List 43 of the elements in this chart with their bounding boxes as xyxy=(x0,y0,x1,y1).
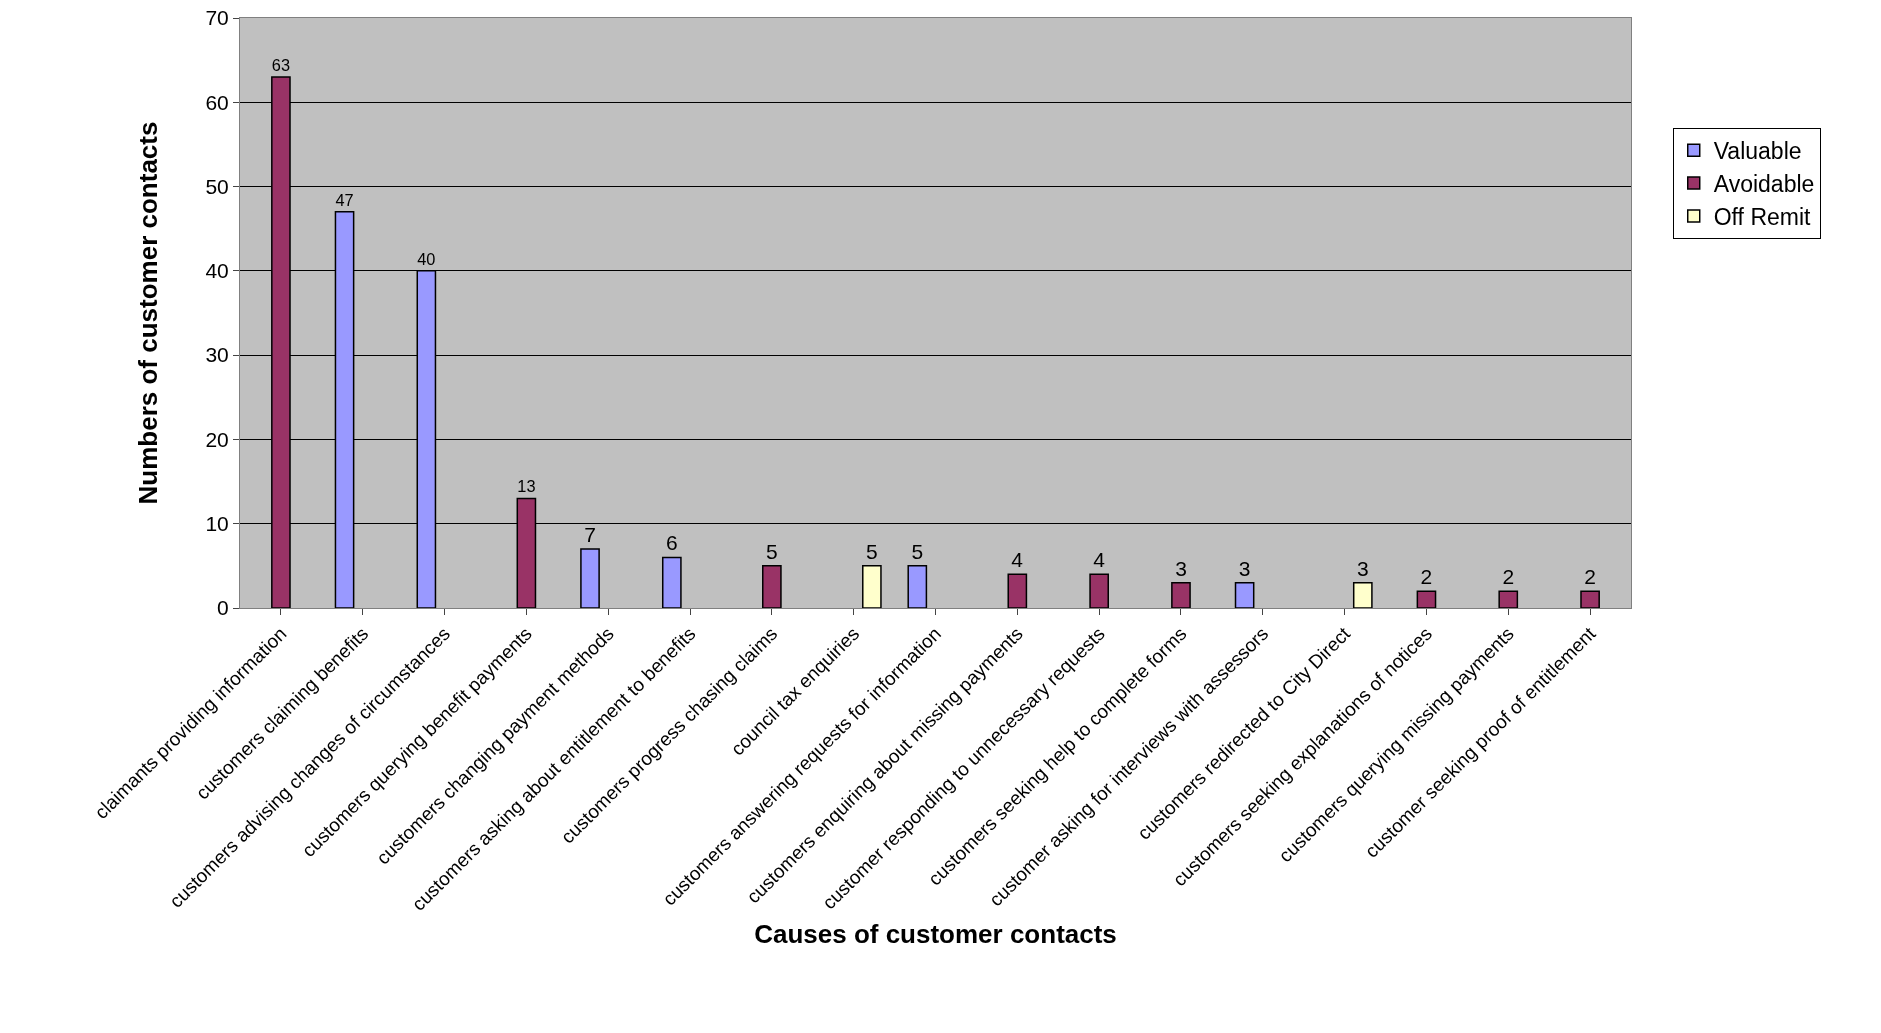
data-label: 3 xyxy=(1175,556,1187,580)
legend-label: Avoidable xyxy=(1713,171,1815,198)
bar xyxy=(1580,590,1600,608)
bar xyxy=(1352,581,1373,608)
y-tick-label: 30 xyxy=(205,343,229,367)
data-label: 5 xyxy=(766,539,778,563)
bar xyxy=(907,565,928,608)
data-label: 63 xyxy=(271,55,291,74)
y-tick-label: 60 xyxy=(205,90,229,114)
data-label: 2 xyxy=(1584,565,1596,589)
bar xyxy=(580,548,600,608)
bar xyxy=(1171,581,1191,608)
bar xyxy=(1089,573,1109,608)
y-tick-label: 10 xyxy=(205,512,229,536)
data-label: 6 xyxy=(665,531,678,555)
y-tick-label: 40 xyxy=(205,259,229,283)
data-label: 47 xyxy=(335,190,354,209)
x-axis-title: Causes of customer contacts xyxy=(754,918,1117,949)
data-label: 7 xyxy=(584,523,596,546)
data-label: 5 xyxy=(866,539,878,563)
data-label: 4 xyxy=(1093,548,1106,572)
y-tick-label: 0 xyxy=(217,596,229,620)
bar xyxy=(1007,573,1028,608)
bar xyxy=(661,556,682,608)
y-tick-label: 50 xyxy=(205,174,229,198)
bar xyxy=(862,565,882,608)
data-label: 40 xyxy=(417,249,436,268)
bar xyxy=(1498,590,1519,608)
legend-label: Valuable xyxy=(1713,138,1802,165)
y-tick-label: 70 xyxy=(205,6,229,30)
data-label: 2 xyxy=(1420,565,1433,589)
bar xyxy=(762,565,782,608)
legend-label: Off Remit xyxy=(1713,203,1812,230)
data-label: 3 xyxy=(1238,556,1251,580)
data-label: 2 xyxy=(1502,565,1515,589)
data-label: 5 xyxy=(911,539,924,563)
data-label: 13 xyxy=(517,477,536,496)
bar xyxy=(1416,590,1437,608)
data-label: 3 xyxy=(1356,556,1369,580)
y-tick-label: 20 xyxy=(205,427,229,451)
y-axis-title: Numbers of customer contacts xyxy=(132,121,163,505)
bar xyxy=(1234,581,1255,608)
data-label: 4 xyxy=(1011,548,1024,572)
